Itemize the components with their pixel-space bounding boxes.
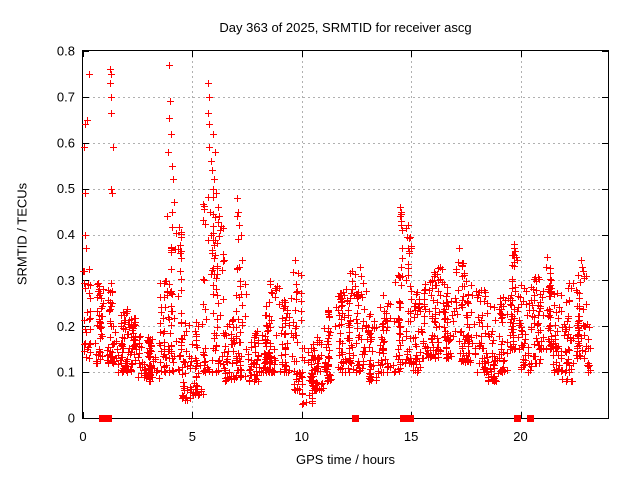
flag-square-marker	[514, 415, 521, 422]
y-tick-label: 0	[68, 411, 75, 426]
x-tick-label: 20	[513, 429, 527, 444]
flag-square-marker	[352, 415, 359, 422]
chart-title: Day 363 of 2025, SRMTID for receiver asc…	[219, 20, 472, 35]
y-tick-label: 0.8	[57, 44, 75, 59]
y-tick-label: 0.4	[57, 227, 75, 242]
x-tick-label: 10	[295, 429, 309, 444]
flag-square-marker	[527, 415, 534, 422]
x-axis-label: GPS time / hours	[296, 452, 395, 467]
y-tick-label: 0.6	[57, 135, 75, 150]
y-tick-label: 0.3	[57, 273, 75, 288]
x-tick-label: 15	[404, 429, 418, 444]
plot-border	[82, 50, 609, 419]
y-tick-label: 0.2	[57, 319, 75, 334]
flag-square-marker	[105, 415, 112, 422]
flag-square-marker	[407, 415, 414, 422]
scatter-points	[80, 62, 594, 408]
x-tick-label: 0	[79, 429, 86, 444]
flag-square-marker	[99, 415, 106, 422]
y-tick-label: 0.5	[57, 181, 75, 196]
x-tick-label: 5	[189, 429, 196, 444]
y-tick-label: 0.7	[57, 89, 75, 104]
y-tick-label: 0.1	[57, 365, 75, 380]
flag-square-marker	[400, 415, 407, 422]
